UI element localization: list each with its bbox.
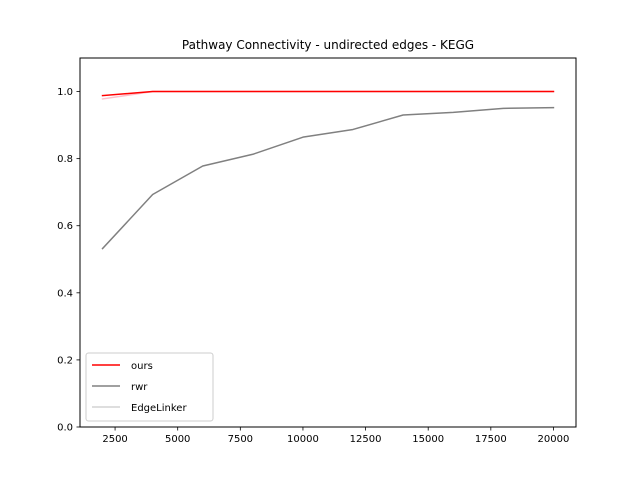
y-tick-label: 0.2 [57,355,73,366]
legend-label-ours: ours [131,361,153,372]
y-tick-label: 0.8 [57,154,73,165]
chart-title: Pathway Connectivity - undirected edges … [182,38,474,52]
x-tick-label: 17500 [475,434,507,445]
x-tick-label: 7500 [228,434,253,445]
x-tick-label: 15000 [412,434,444,445]
legend: ours rwr EdgeLinker [85,352,214,422]
plot-frame [79,57,577,428]
x-axis: 2500 5000 7500 10000 12500 15000 17500 20000 [102,427,569,445]
x-tick-label: 20000 [538,434,570,445]
x-tick-label: 5000 [165,434,190,445]
y-axis: 0.0 0.2 0.4 0.6 0.8 1.0 [57,87,80,434]
y-tick-label: 0.0 [57,423,73,434]
x-tick-label: 12500 [350,434,382,445]
y-tick-label: 0.6 [57,221,73,232]
legend-label-rwr: rwr [131,382,148,393]
series-line-rwr [101,106,555,250]
series-layer [101,90,555,250]
legend-box [85,352,214,422]
series-line-ours [101,90,555,97]
y-tick-label: 1.0 [57,87,73,98]
x-tick-label: 10000 [287,434,319,445]
y-tick-label: 0.4 [57,288,73,299]
x-tick-label: 2500 [102,434,127,445]
legend-label-edgelinker: EdgeLinker [131,403,187,414]
